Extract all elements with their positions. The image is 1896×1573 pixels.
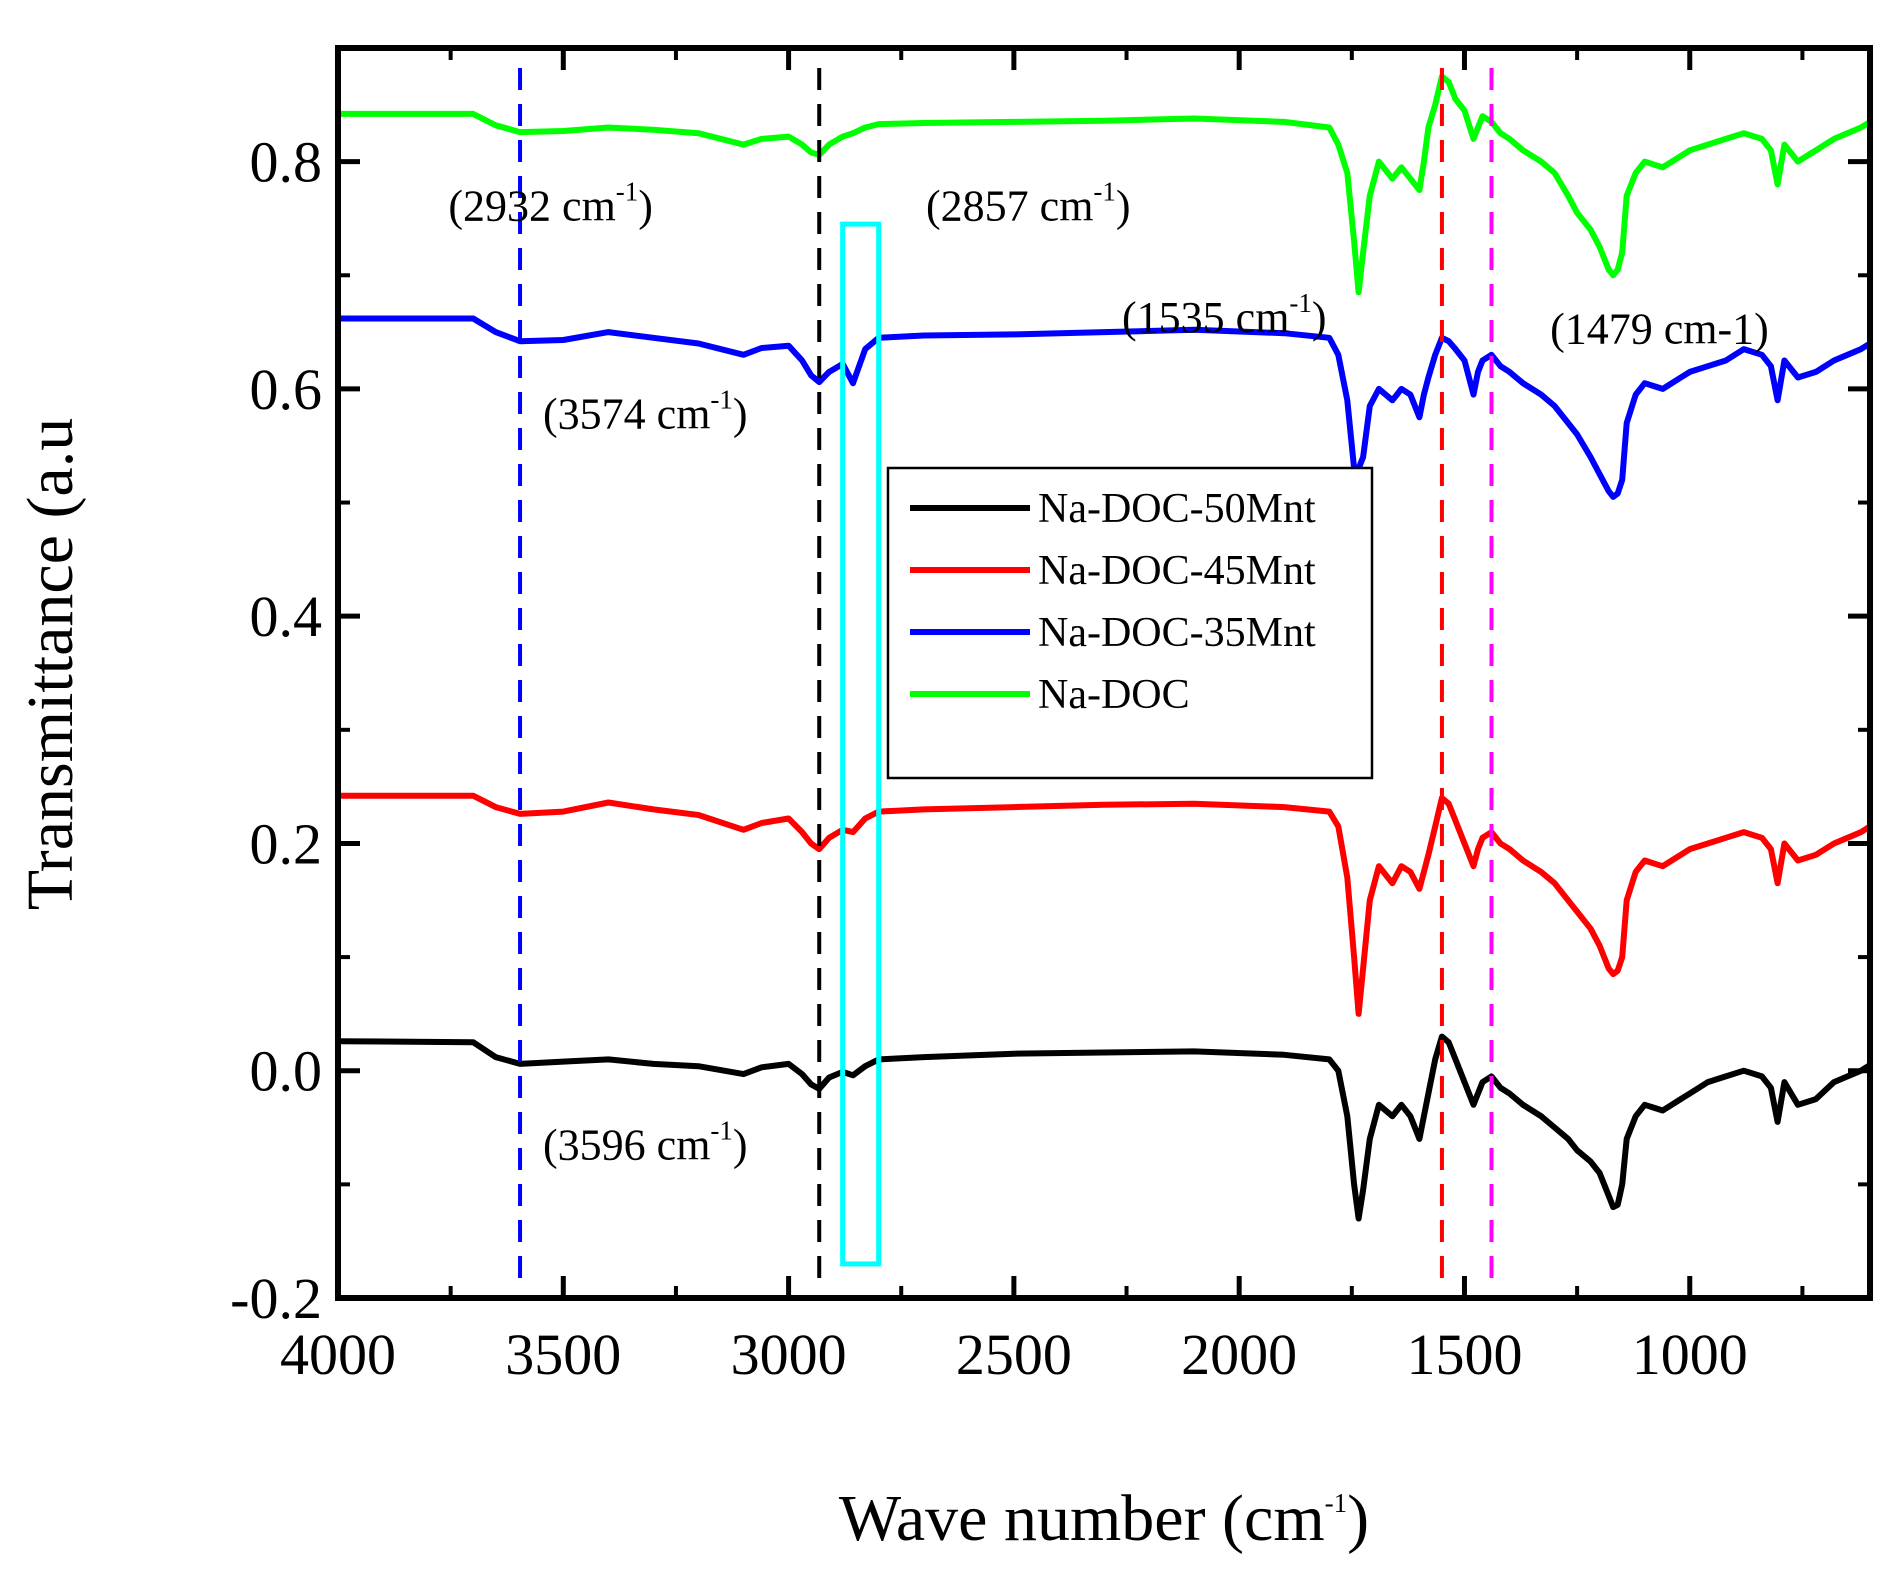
- series-line-2: [335, 792, 1873, 1017]
- legend-label-2: Na-DOC-45Mnt: [1038, 548, 1316, 594]
- y-tick-label: 0.2: [250, 811, 323, 876]
- legend-label-4: Na-DOC: [1038, 672, 1190, 718]
- x-tick-label: 2000: [1181, 1322, 1297, 1387]
- x-tick-label: 3500: [505, 1322, 621, 1387]
- peak-annotation-3: (1535 cm-1): [1122, 288, 1327, 342]
- x-axis-title: Wave number (cm-1): [839, 1482, 1369, 1555]
- x-tick-label: 3000: [731, 1322, 847, 1387]
- y-tick-label: 0.4: [250, 584, 323, 649]
- ticks-layer: 4000 3500 3000 2500 2000 1500 1000 -0.2 0.0 0.2 0.…: [230, 46, 1870, 1387]
- y-tick-label: 0.8: [250, 130, 323, 195]
- x-tick-label: 1000: [1632, 1322, 1748, 1387]
- plot-frame: [335, 45, 1873, 1301]
- peak-annotation-6: (3596 cm-1): [543, 1115, 748, 1169]
- legend-label-1: Na-DOC-50Mnt: [1038, 486, 1316, 532]
- y-tick-label: -0.2: [230, 1266, 322, 1331]
- legend-box: [886, 466, 1374, 780]
- annotation-layer: (2932 cm-1) (2857 cm-1) (1535 cm-1) (1479 c…: [448, 177, 1768, 1170]
- y-tick-label: 0.0: [250, 1039, 323, 1104]
- legend-label-3: Na-DOC-35Mnt: [1038, 610, 1316, 656]
- x-tick-label: 2500: [956, 1322, 1072, 1387]
- x-tick-label: 1500: [1406, 1322, 1522, 1387]
- peak-annotation-2: (2857 cm-1): [926, 177, 1131, 231]
- peak-annotation-5: (3574 cm-1): [543, 385, 748, 439]
- highlight-box: [840, 221, 882, 1267]
- peak-annotation-1: (2932 cm-1): [448, 177, 653, 231]
- legend: Na-DOC-50Mnt Na-DOC-45Mnt Na-DOC-35Mnt Na-D…: [886, 466, 1374, 780]
- x-tick-label: 4000: [280, 1322, 396, 1387]
- peak-annotation-4: (1479 cm-1): [1550, 304, 1769, 353]
- marker-layer: [518, 68, 1494, 1290]
- y-axis-title: Transmittance (a.u: [14, 418, 87, 910]
- y-tick-label: 0.6: [250, 357, 323, 422]
